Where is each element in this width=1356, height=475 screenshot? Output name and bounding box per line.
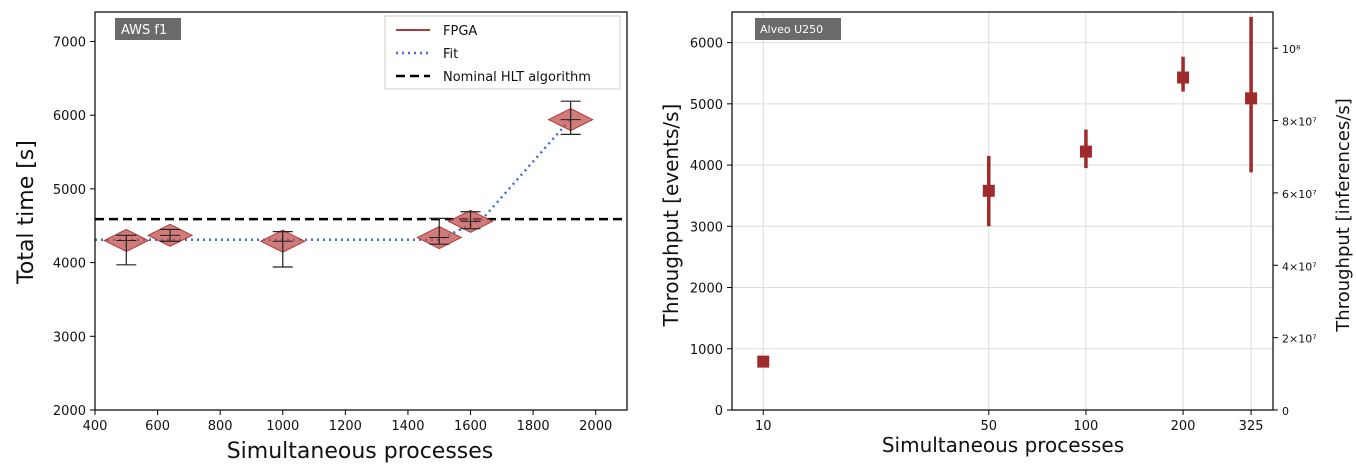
legend-nominal-label: Nominal HLT algorithm: [443, 70, 591, 85]
fpga-point: [259, 229, 306, 268]
throughput-point: [1245, 16, 1258, 173]
right-y-tick-label: 2000: [690, 282, 723, 297]
left-x-tick-label: 1600: [454, 419, 487, 434]
right-secondary-y-tick-label: 4×10⁷: [1282, 260, 1317, 273]
right-y-tick-label: 1000: [690, 343, 723, 358]
left-x-tick-label: 2000: [579, 419, 612, 434]
left-y-tick-label: 2000: [53, 404, 86, 419]
right-x-axis-label: Simultaneous processes: [882, 433, 1124, 457]
throughput-marker: [1245, 92, 1258, 105]
right-y-tick-label: 5000: [690, 98, 723, 113]
left-x-tick-label: 600: [145, 419, 170, 434]
left-badge: AWS f1: [121, 23, 167, 38]
left-x-tick-label: 1000: [266, 419, 299, 434]
right-badge: Alveo U250: [760, 23, 823, 36]
throughput-marker: [1079, 145, 1092, 158]
right-secondary-y-tick-label: 2×10⁷: [1282, 333, 1317, 346]
right-secondary-y-tick-label: 0: [1282, 405, 1289, 418]
right-x-tick-label: 10: [755, 419, 772, 434]
right-plot-frame: [731, 11, 1274, 411]
left-y-tick-label: 4000: [53, 257, 86, 272]
right-x-tick-label: 100: [1074, 419, 1099, 434]
throughput-marker: [982, 184, 995, 197]
right-x-tick-label: 50: [981, 419, 998, 434]
left-y-axis-label: Total time [s]: [14, 140, 39, 285]
fpga-point: [103, 228, 150, 266]
throughput-point: [982, 155, 995, 227]
right-x-tick-label: 200: [1171, 419, 1196, 434]
fpga-point: [416, 217, 463, 250]
right-y-tick-label: 4000: [690, 159, 723, 174]
left-y-tick-label: 3000: [53, 330, 86, 345]
throughput-point: [1079, 129, 1092, 169]
left-badge-background: [115, 18, 181, 40]
right-y-tick-label: 6000: [690, 37, 723, 52]
left-legend: FPGA Fit Nominal HLT algorithm: [384, 15, 621, 90]
left-x-tick-label: 1200: [329, 419, 362, 434]
right-y-tick-label: 0: [715, 404, 723, 419]
left-x-tick-label: 1800: [517, 419, 550, 434]
left-y-tick-label: 5000: [53, 183, 86, 198]
fpga-point: [547, 100, 594, 135]
right-chart: Simultaneous processes Throughput [event…: [659, 11, 1354, 457]
fit-line: [95, 118, 572, 241]
throughput-point: [757, 355, 770, 368]
right-y-tick-label: 3000: [690, 220, 723, 235]
throughput-marker: [757, 355, 770, 368]
throughput-point: [1177, 56, 1190, 92]
left-chart: Simultaneous processes Total time [s] 40…: [14, 11, 628, 464]
right-secondary-y-axis-label: Throughput [inferences/s]: [1333, 98, 1354, 332]
fpga-point: [146, 223, 194, 247]
right-badge-background: [755, 18, 841, 40]
right-secondary-y-tick-label: 10⁸: [1282, 43, 1301, 56]
left-y-tick-label: 7000: [53, 35, 86, 50]
right-x-tick-label: 325: [1239, 419, 1264, 434]
right-y-axis-label: Throughput [events/s]: [659, 104, 683, 328]
legend-fit-label: Fit: [443, 47, 458, 62]
left-x-axis-label: Simultaneous processes: [227, 439, 494, 464]
left-x-tick-label: 1400: [391, 419, 424, 434]
right-secondary-y-tick-label: 8×10⁷: [1282, 116, 1317, 129]
fpga-point: [447, 209, 494, 233]
left-x-tick-label: 400: [83, 419, 108, 434]
throughput-marker: [1177, 71, 1190, 84]
left-plot-frame: [94, 11, 628, 411]
right-secondary-y-tick-label: 6×10⁷: [1282, 188, 1317, 201]
left-y-tick-label: 6000: [53, 109, 86, 124]
left-x-tick-label: 800: [208, 419, 233, 434]
legend-fpga-label: FPGA: [443, 24, 477, 39]
